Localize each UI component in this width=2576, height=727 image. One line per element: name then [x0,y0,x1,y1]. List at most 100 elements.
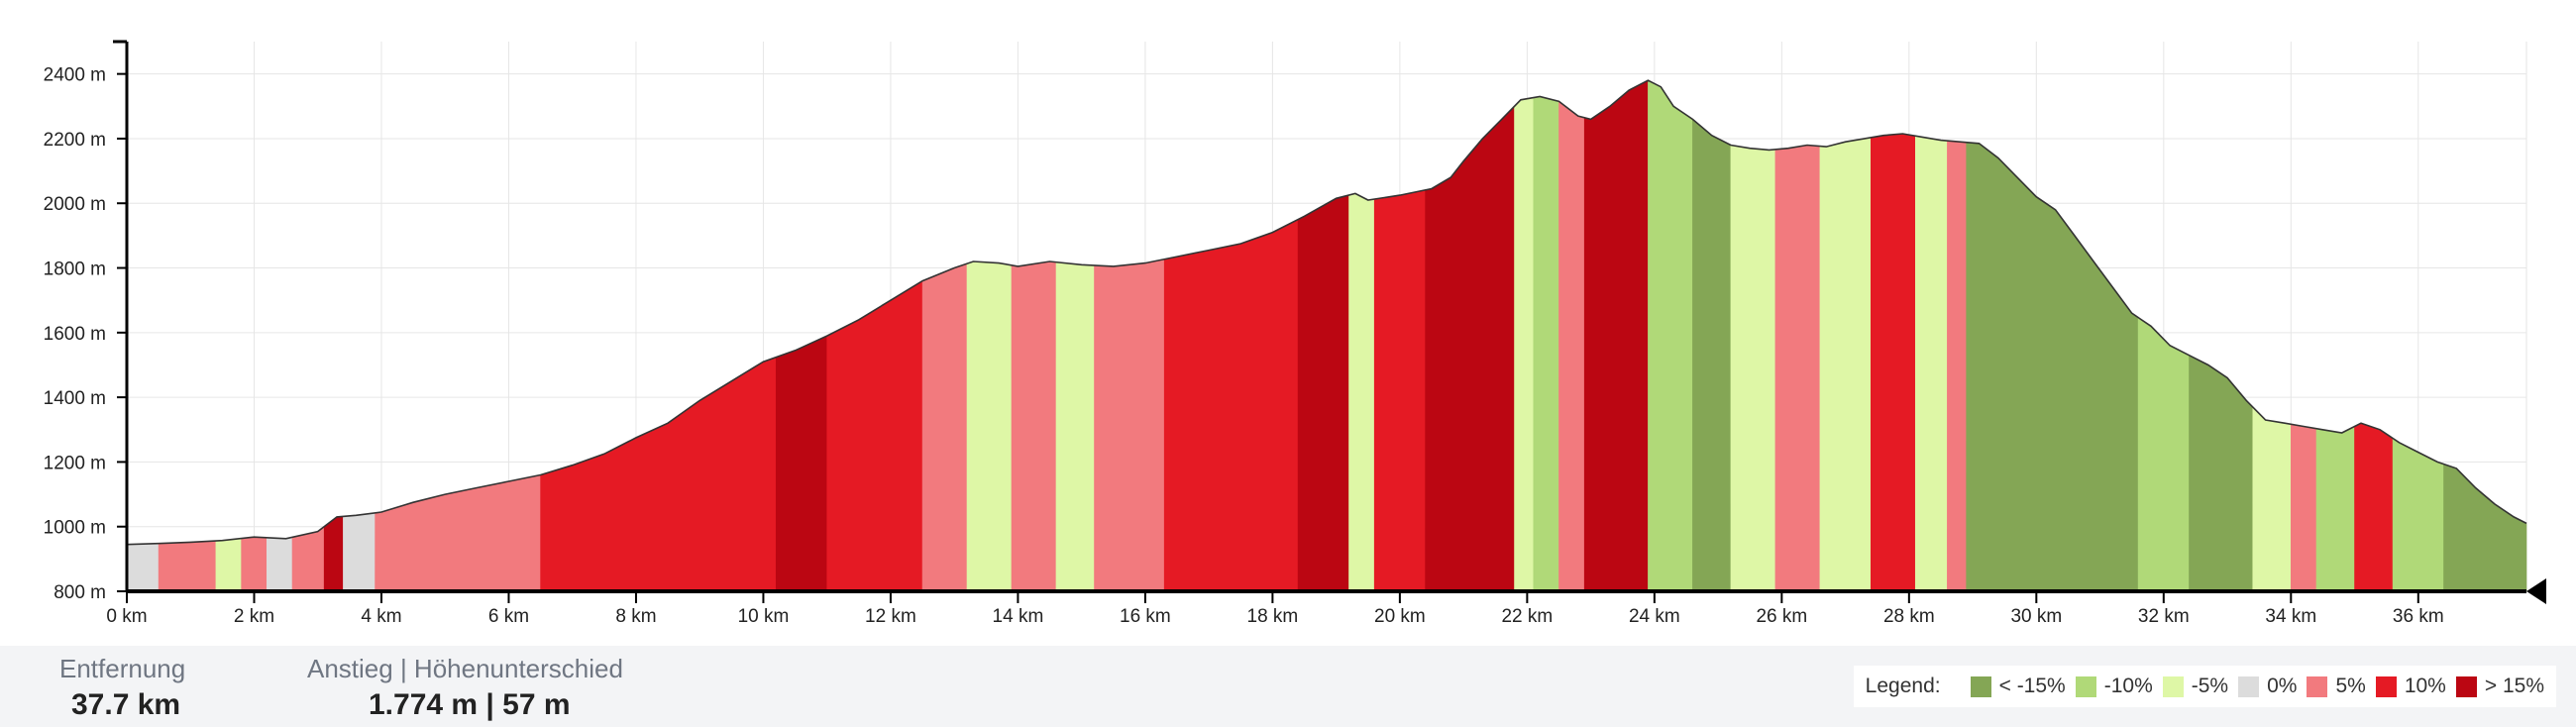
x-tick-label: 16 km [1120,606,1171,627]
x-tick-label: 28 km [1883,606,1935,627]
profile-segment [1163,219,1299,592]
profile-line [126,79,2527,546]
legend-item: > 15% [2455,675,2544,698]
y-tick-label: 1400 m [44,388,106,409]
y-tick-label: 2200 m [44,130,106,151]
profile-segment [126,543,160,592]
legend-label: -5% [2191,675,2229,697]
profile-segment [966,260,1013,592]
distance-marker-icon [2526,578,2546,604]
distance-label: Entfernung [59,654,186,683]
ascent-label: Anstieg | Höhenunterschied [307,654,623,683]
profile-segment [540,357,777,592]
profile-segment [1774,145,1821,592]
profile-segment [2443,464,2527,592]
profile-segment [1947,140,1968,592]
profile-segment [1648,79,1693,592]
legend-item: 10% [2375,675,2446,698]
profile-segment [241,536,268,592]
profile-segment [1819,137,1872,592]
y-tick-label: 1800 m [44,260,106,280]
profile-segment [158,540,217,592]
profile-segment [1094,259,1165,592]
profile-segment [921,262,968,592]
legend-items: < -15% -10% -5% 0% 5% 10% > 15% [1961,675,2544,698]
legend-label: 10% [2404,675,2446,697]
x-tick-label: 18 km [1247,606,1299,627]
y-tick-label: 1200 m [44,453,106,473]
profile-segment [2137,317,2190,592]
legend-title: Legend: [1865,675,1941,697]
profile-segment [1914,135,1948,592]
profile-segment [2354,422,2394,592]
distance-value: 37.7 km [71,688,181,721]
y-tick-label: 2000 m [44,194,106,215]
profile-segment [2252,406,2292,592]
profile-segment [1348,193,1375,592]
legend-swatch [2307,675,2328,697]
elevation-chart-svg: 800 m 1000 m 1200 m 1400 m 1600 m 1800 m 2000 … [44,40,2546,627]
legend-swatch [2162,675,2184,697]
profile-segment [1558,100,1585,592]
x-tick-label: 30 km [2010,606,2062,627]
legend-item: -5% [2162,675,2229,698]
x-tick-label: 20 km [1374,606,1426,627]
ascent-stat: Anstieg | Höhenunterschied 1.774 m | 57 … [307,652,623,725]
y-tick-label: 1000 m [44,518,106,539]
legend-swatch [1970,675,1991,697]
profile-segment [1297,194,1349,592]
legend-item: 0% [2238,675,2297,698]
profile-segment [775,335,828,592]
x-tick-label: 26 km [1756,606,1807,627]
profile-segment [2315,426,2355,592]
elevation-chart: 800 m 1000 m 1200 m 1400 m 1600 m 1800 m 2000 … [44,40,2546,627]
x-tick-label: 34 km [2265,606,2316,627]
x-tick-label: 8 km [615,606,656,627]
y-tick-label: 1600 m [44,324,106,345]
y-tick-label: 2400 m [44,65,106,86]
x-tick-label: 2 km [234,606,274,627]
legend-swatch [2455,675,2477,697]
legend-swatch [2238,675,2260,697]
profile-segment [266,536,293,592]
profile-segment [1011,260,1057,592]
legend-item: < -15% [1970,675,2066,698]
profile-segment [343,512,376,592]
x-tick-label: 36 km [2393,606,2444,627]
profile-segment [1373,189,1426,592]
profile-segment [1425,105,1515,592]
distance-stat: Entfernung 37.7 km [59,652,185,725]
profile-segment [1966,142,2139,592]
profile-segment [1870,133,1916,592]
x-tick-label: 14 km [993,606,1044,627]
profile-segment [215,538,242,592]
profile-segment [1055,261,1095,592]
legend-label: 5% [2335,675,2366,697]
profile-segment [1533,96,1559,592]
legend-swatch [2375,675,2397,697]
profile-segment [826,280,923,592]
x-tick-label: 12 km [865,606,916,627]
ascent-value: 1.774 m | 57 m [369,688,571,721]
y-tick-label: 800 m [54,582,106,603]
stats-bar: Entfernung 37.7 km Anstieg | Höhenunters… [0,646,2576,727]
legend-label: < -15% [1998,675,2066,697]
profile-segment [323,516,344,592]
profile-segment [1692,118,1732,592]
legend-item: 5% [2307,675,2366,698]
legend-item: -10% [2075,675,2153,698]
profile-segment [2291,423,2317,592]
legend-label: > 15% [2484,675,2544,697]
x-tick-label: 22 km [1501,606,1553,627]
x-tick-label: 32 km [2138,606,2190,627]
legend-swatch [2075,675,2096,697]
profile-segment [1730,145,1776,592]
x-tick-label: 10 km [738,606,790,627]
legend-label: -10% [2103,675,2153,697]
x-tick-label: 4 km [361,606,401,627]
gradient-legend: Legend: < -15% -10% -5% 0% 5% 10% > 15% [1853,666,2556,707]
x-tick-label: 0 km [106,606,147,627]
profile-segment [1583,79,1649,592]
x-tick-label: 6 km [488,606,529,627]
profile-segment [2189,355,2254,592]
